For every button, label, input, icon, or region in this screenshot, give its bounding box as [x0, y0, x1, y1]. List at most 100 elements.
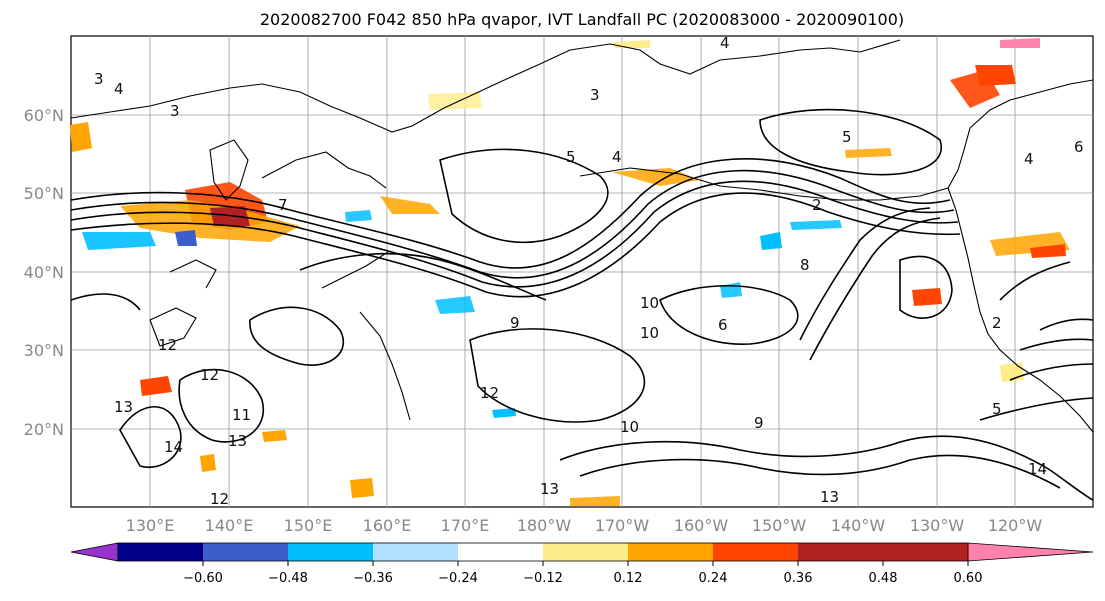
shade-patch	[570, 496, 620, 506]
lon-label: 180°W	[517, 516, 572, 535]
lon-label: 150°E	[284, 516, 333, 535]
contour-label: 3	[170, 102, 180, 120]
contour-label: 6	[718, 316, 728, 334]
colorbar-tick-label: 0.12	[614, 571, 643, 586]
colorbar-segment	[883, 543, 968, 561]
shade-patch	[790, 220, 842, 230]
lat-label: 50°N	[24, 184, 64, 203]
lat-label: 30°N	[24, 341, 64, 360]
lat-label: 60°N	[24, 106, 64, 125]
longitude-labels: 130°E 140°E 150°E 160°E 170°E 180°W 170°…	[126, 516, 1043, 535]
colorbar-segment	[288, 543, 373, 561]
shade-patch	[82, 232, 156, 250]
contour-label: 2	[992, 314, 1002, 332]
lon-label: 140°W	[831, 516, 886, 535]
contour-label: 13	[820, 488, 839, 506]
latitude-labels: 60°N 50°N 40°N 30°N 20°N	[24, 106, 64, 439]
shade-patch	[845, 148, 892, 158]
contour-label: 6	[1074, 138, 1084, 156]
contour-label: 14	[1028, 460, 1047, 478]
colorbar-tick-label: 0.36	[784, 571, 813, 586]
coastlines	[70, 39, 1094, 433]
contour-label: 12	[480, 384, 499, 402]
contour-label: 13	[114, 398, 133, 416]
colorbar-segment	[203, 543, 288, 561]
lat-label: 40°N	[24, 263, 64, 282]
shade-patch	[435, 296, 475, 314]
contour-label: 8	[800, 256, 810, 274]
contour-label: 5	[566, 148, 576, 166]
contour-label: 11	[232, 406, 251, 424]
lon-label: 170°E	[441, 516, 490, 535]
contour-label: 10	[640, 324, 659, 342]
contour-label: 4	[612, 148, 622, 166]
contour-label: 13	[540, 480, 559, 498]
colorbar-min-arrow	[70, 542, 119, 562]
contour-label: 12	[210, 490, 229, 508]
contour-label: 3	[590, 86, 600, 104]
colorbar-tick-label: 0.60	[954, 571, 983, 586]
map-panel: 3 4 3 5 4 7 2 5 4 6 10 10 9 12 12 11 13 …	[70, 34, 1094, 508]
contour-label: 13	[228, 432, 247, 450]
contour-label: 14	[164, 438, 183, 456]
contour-label: 9	[510, 314, 520, 332]
lon-label: 160°E	[363, 516, 412, 535]
lon-label: 160°W	[674, 516, 729, 535]
shade-patch	[175, 230, 197, 246]
contour-label: 4	[1024, 150, 1034, 168]
colorbar-segment	[628, 543, 713, 561]
shade-patch	[140, 376, 172, 396]
contour-label: 4	[114, 80, 124, 98]
shade-patch	[120, 200, 300, 242]
lon-label: 130°E	[126, 516, 175, 535]
colorbar-segment	[713, 543, 798, 561]
contour-label: 10	[640, 294, 659, 312]
colorbar-ticks	[202, 561, 969, 566]
colorbar-segment	[118, 543, 203, 561]
ivt-contours	[70, 108, 1094, 501]
contour-label: 9	[754, 414, 764, 432]
shade-patch	[760, 232, 782, 250]
colorbar-tick-label: −0.12	[523, 571, 563, 586]
colorbar-tick-label: −0.60	[183, 571, 223, 586]
contour-label: 5	[842, 128, 852, 146]
figure-title: 2020082700 F042 850 hPa qvapor, IVT Land…	[260, 10, 904, 29]
shade-patch	[615, 40, 650, 48]
shade-patch	[612, 168, 700, 186]
colorbar-segment	[798, 543, 883, 561]
colorbar-tick-label: 0.24	[699, 571, 728, 586]
colorbar-max-arrow	[967, 542, 1094, 562]
lat-label: 20°N	[24, 420, 64, 439]
shade-patch	[492, 408, 516, 418]
contour-labels: 3 4 3 5 4 7 2 5 4 6 10 10 9 12 12 11 13 …	[94, 34, 1084, 508]
lon-label: 130°W	[910, 516, 965, 535]
colorbar-segment	[458, 543, 543, 561]
shade-patch	[262, 430, 287, 442]
lon-label: 150°W	[752, 516, 807, 535]
shade-patch	[70, 122, 92, 152]
contour-label: 10	[620, 418, 639, 436]
shade-patch	[200, 454, 216, 472]
shade-patch	[975, 65, 1016, 86]
contour-label: 3	[94, 70, 104, 88]
lon-label: 170°W	[595, 516, 650, 535]
colorbar: −0.60 −0.48 −0.36 −0.24 −0.12 0.12 0.24 …	[70, 542, 1094, 586]
lon-label: 140°E	[205, 516, 254, 535]
contour-label: 5	[992, 400, 1002, 418]
colorbar-tick-label: −0.24	[438, 571, 478, 586]
shade-patch	[350, 478, 374, 498]
colorbar-tick-label: −0.48	[268, 571, 308, 586]
contour-label: 4	[720, 34, 730, 52]
shade-patch	[345, 210, 372, 222]
shade-patch	[1000, 38, 1040, 48]
shade-patch	[912, 288, 942, 306]
colorbar-tick-label: −0.36	[353, 571, 393, 586]
contour-label: 7	[278, 196, 288, 214]
colorbar-segment	[543, 543, 628, 561]
colorbar-segment	[373, 543, 458, 561]
colorbar-tick-label: 0.48	[869, 571, 898, 586]
contour-label: 12	[200, 366, 219, 384]
shade-patch	[380, 196, 440, 214]
contour-label: 2	[812, 196, 822, 214]
